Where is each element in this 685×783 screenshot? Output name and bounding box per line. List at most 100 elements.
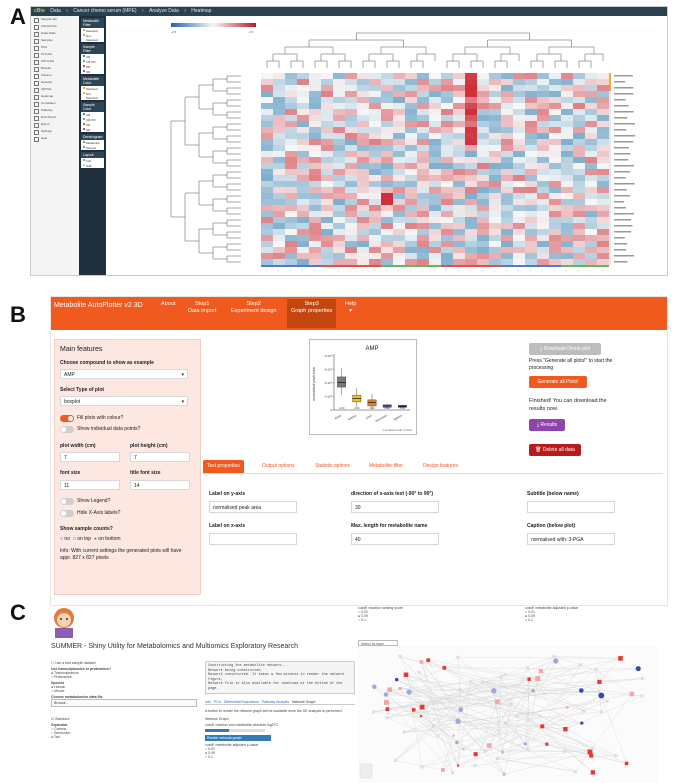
c-radio-proteomics[interactable]: ○ Proteomics xyxy=(51,675,72,679)
b-title-font-input[interactable]: 14 xyxy=(130,480,190,490)
c-network-node[interactable] xyxy=(597,679,602,684)
b-compound-select[interactable]: AMP xyxy=(60,369,188,380)
a-sidebar-item[interactable]: Export xyxy=(31,121,79,128)
c-mid-opt[interactable]: ○ 0.01 xyxy=(205,746,215,751)
c-network-node[interactable] xyxy=(598,692,605,699)
a-filter-checkbox[interactable]: CR xyxy=(81,112,104,117)
b-caption-input[interactable]: normalised with: 3-PGA xyxy=(527,533,615,545)
a-crumb[interactable]: Data xyxy=(50,8,61,14)
a-sidebar-item[interactable]: Boxplot xyxy=(31,65,79,72)
a-filter-checkbox[interactable]: PD xyxy=(81,64,104,69)
c-network-node[interactable] xyxy=(462,748,465,751)
c-radio-comma[interactable]: ○ Comma xyxy=(51,727,67,731)
c-network-node[interactable] xyxy=(431,725,435,728)
c-network-node[interactable] xyxy=(503,673,507,677)
c-network-node[interactable] xyxy=(419,704,425,710)
c-network-node[interactable] xyxy=(419,715,423,718)
a-sidebar-item[interactable]: Clinical Info xyxy=(31,23,79,30)
b-xdir-input[interactable]: 30 xyxy=(351,501,439,513)
c-network-node[interactable] xyxy=(486,743,492,748)
b-nav-step2[interactable]: Step2 Experiment design xyxy=(231,301,277,314)
c-network-node[interactable] xyxy=(398,687,402,690)
c-network-node[interactable] xyxy=(499,676,503,679)
a-sidebar-item[interactable]: Correlation xyxy=(31,100,79,107)
c-tab[interactable]: Differential Expression xyxy=(223,700,259,704)
c-test-data-checkbox[interactable]: ☐ Use a test sample dataset xyxy=(51,661,96,665)
c-network-node[interactable] xyxy=(403,672,409,678)
a-filter-checkbox[interactable]: CR-PD xyxy=(81,117,104,122)
b-tab-metabolite[interactable]: Metabolite filter xyxy=(369,463,403,469)
b-hide-x-toggle[interactable] xyxy=(60,510,74,517)
c-network-node[interactable] xyxy=(455,740,459,745)
c-cutoff2-opt[interactable]: ○ 0.01 xyxy=(525,610,535,614)
a-filter-checkbox[interactable]: CR xyxy=(81,54,104,59)
c-network-node[interactable] xyxy=(629,691,635,697)
a-filter-checkbox[interactable]: CR-PD xyxy=(81,59,104,64)
c-network-node[interactable] xyxy=(624,761,629,766)
c-network-node[interactable] xyxy=(594,668,598,672)
c-radio-transcriptomics[interactable]: ● Transcriptomics xyxy=(51,671,79,675)
c-network-node[interactable] xyxy=(458,707,464,713)
c-network-node[interactable] xyxy=(406,689,412,695)
c-radio-semicolon[interactable]: ○ Semicolon xyxy=(51,731,71,735)
a-crumb[interactable]: Cancer chemo serum (MPE) xyxy=(73,8,137,14)
c-network-node[interactable] xyxy=(419,660,424,664)
c-network-node[interactable] xyxy=(582,709,586,713)
a-sidebar-item[interactable]: Enrichment xyxy=(31,114,79,121)
a-filter-checkbox[interactable]: Not Selected xyxy=(81,33,104,42)
c-network-node[interactable] xyxy=(515,714,518,718)
c-render-button[interactable]: Render network graph xyxy=(205,734,271,741)
a-filter-checkbox[interactable]: Half xyxy=(81,163,104,168)
c-tab[interactable]: Info xyxy=(205,700,211,704)
c-network-node[interactable] xyxy=(540,724,545,729)
c-network-node[interactable] xyxy=(420,765,424,769)
c-network-node[interactable] xyxy=(545,742,549,746)
c-standard-checkbox[interactable]: ☑ Standard xyxy=(51,717,70,721)
c-network-node[interactable] xyxy=(436,734,440,738)
a-crumb[interactable]: Heatmap xyxy=(191,8,212,14)
a-filter-checkbox[interactable]: Metabolite xyxy=(81,140,104,145)
b-radio-bottom[interactable]: ● xyxy=(93,536,99,542)
b-results-button[interactable]: ⤓ Results xyxy=(529,419,565,431)
c-network-node[interactable] xyxy=(456,655,460,659)
c-network-node[interactable] xyxy=(523,742,527,746)
c-network-node[interactable] xyxy=(538,669,544,674)
a-sidebar-item[interactable]: Settings xyxy=(31,128,79,135)
b-tab-design[interactable]: Design features xyxy=(423,463,459,469)
c-network-node[interactable] xyxy=(579,688,584,693)
a-sidebar-item[interactable]: Pathway xyxy=(31,107,79,114)
c-network-node[interactable] xyxy=(411,708,416,712)
c-network-node[interactable] xyxy=(473,764,477,768)
a-filter-checkbox[interactable]: Sample xyxy=(81,145,104,150)
a-sidebar-item[interactable]: Volcano xyxy=(31,72,79,79)
c-network-node[interactable] xyxy=(526,712,529,716)
a-filter-checkbox[interactable]: Full xyxy=(81,158,104,163)
a-crumb[interactable]: Analyze Data xyxy=(149,8,179,14)
c-network-node[interactable] xyxy=(504,721,507,725)
c-network-node[interactable] xyxy=(579,663,582,667)
c-network-node[interactable] xyxy=(526,666,530,670)
c-network-node[interactable] xyxy=(566,706,569,709)
b-tab-statistic[interactable]: Statistic options xyxy=(315,463,351,469)
c-network-node[interactable] xyxy=(531,688,535,693)
c-network-node[interactable] xyxy=(458,687,462,691)
b-legend-toggle[interactable] xyxy=(60,498,74,505)
c-radio-mouse[interactable]: ○ Mouse xyxy=(51,689,65,693)
b-xlabel-input[interactable] xyxy=(209,533,297,545)
c-network-node[interactable] xyxy=(372,710,375,714)
a-sidebar-item[interactable]: OPLS-DA xyxy=(31,58,79,65)
c-mid-opt[interactable]: ● 0.05 xyxy=(205,750,215,755)
c-network-node[interactable] xyxy=(527,677,531,681)
b-height-input[interactable]: 7 xyxy=(130,452,190,462)
c-browse-button[interactable]: Browse... xyxy=(51,699,197,707)
c-network-node[interactable] xyxy=(640,694,644,698)
c-tab[interactable]: PCA xyxy=(213,700,221,704)
c-network-node[interactable] xyxy=(417,671,421,674)
c-network-node[interactable] xyxy=(641,677,644,680)
c-cutoff1-opt[interactable]: ● 0.05 xyxy=(358,614,368,618)
a-filter-checkbox[interactable]: Not Selected xyxy=(81,91,104,100)
c-network-node[interactable] xyxy=(455,718,461,725)
c-network-node[interactable] xyxy=(589,753,594,758)
a-filter-checkbox[interactable]: Selected xyxy=(81,28,104,33)
c-network-node[interactable] xyxy=(402,730,406,734)
